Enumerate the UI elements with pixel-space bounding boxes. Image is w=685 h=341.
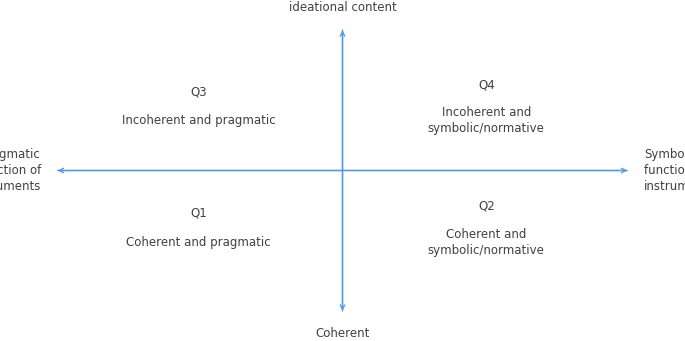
Text: Q1: Q1 <box>190 207 207 220</box>
Text: Coherent
ideational content: Coherent ideational content <box>288 327 397 341</box>
Text: Incoherent and pragmatic: Incoherent and pragmatic <box>122 114 275 127</box>
Text: Coherent and pragmatic: Coherent and pragmatic <box>126 236 271 249</box>
Text: Q2: Q2 <box>478 200 495 213</box>
Text: Pragmatic
function of
instruments: Pragmatic function of instruments <box>0 148 41 193</box>
Text: Q3: Q3 <box>190 85 207 98</box>
Text: Incoherent
ideational content: Incoherent ideational content <box>288 0 397 14</box>
Text: Q4: Q4 <box>478 78 495 91</box>
Text: Coherent and
symbolic/normative: Coherent and symbolic/normative <box>428 227 545 257</box>
Text: Symbolic/normative
function of
instruments: Symbolic/normative function of instrumen… <box>644 148 685 193</box>
Text: Incoherent and
symbolic/normative: Incoherent and symbolic/normative <box>428 106 545 135</box>
